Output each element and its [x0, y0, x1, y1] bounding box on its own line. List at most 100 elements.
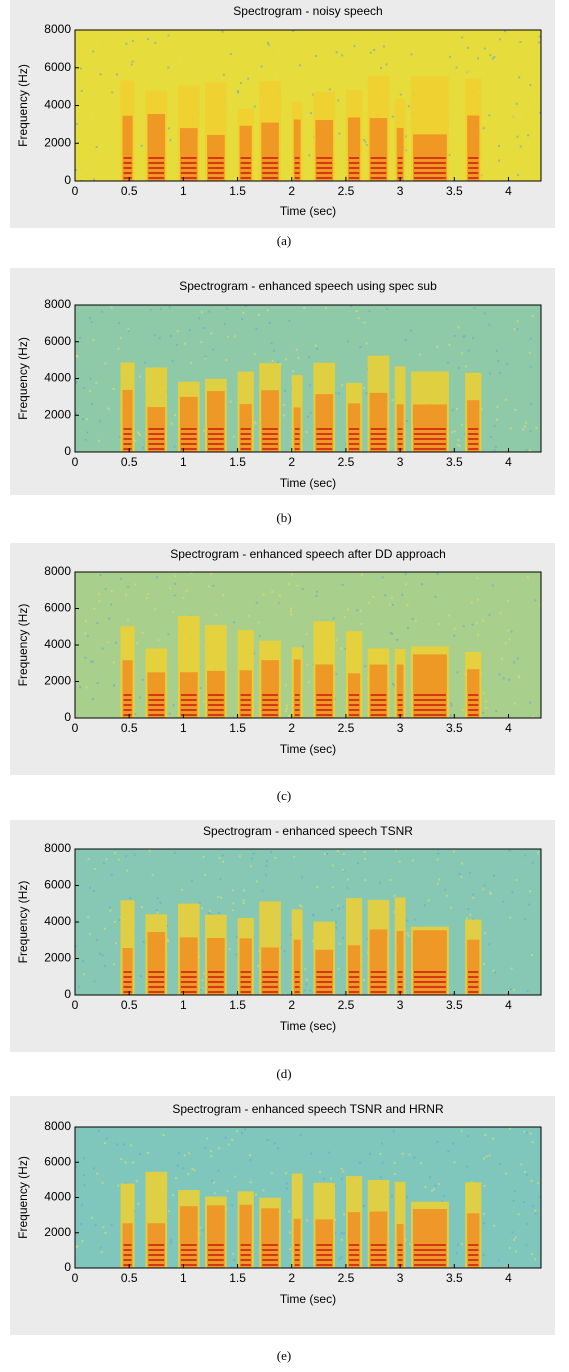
- y-tick-label: 4000: [44, 637, 71, 651]
- texture: [148, 849, 151, 852]
- harmonic: [468, 694, 479, 696]
- texture: [122, 1143, 125, 1146]
- texture: [516, 328, 519, 331]
- harmonic: [348, 694, 360, 696]
- harmonic: [348, 704, 360, 706]
- texture: [360, 573, 363, 576]
- texture: [459, 167, 462, 170]
- texture: [84, 619, 87, 622]
- texture: [265, 864, 268, 867]
- texture: [486, 160, 489, 163]
- texture: [91, 698, 94, 701]
- harmonic: [123, 714, 132, 716]
- speech-band: [261, 1208, 279, 1268]
- texture: [114, 641, 117, 644]
- y-tick-label: 6000: [44, 334, 71, 348]
- texture: [147, 38, 150, 41]
- texture: [528, 141, 531, 144]
- texture: [116, 1143, 119, 1146]
- texture: [338, 132, 341, 135]
- harmonic: [148, 971, 165, 973]
- harmonic: [413, 438, 446, 440]
- texture: [199, 1226, 202, 1229]
- texture: [210, 332, 213, 335]
- texture: [500, 657, 503, 660]
- texture: [222, 854, 225, 857]
- texture: [255, 601, 258, 604]
- texture: [110, 146, 113, 149]
- texture: [458, 81, 461, 84]
- harmonic: [240, 1249, 251, 1251]
- texture: [112, 661, 115, 664]
- texture: [185, 589, 188, 592]
- texture: [253, 353, 256, 356]
- texture: [528, 903, 531, 906]
- texture: [408, 143, 411, 146]
- texture: [360, 622, 363, 625]
- texture: [335, 51, 338, 54]
- texture: [340, 1167, 343, 1170]
- texture: [315, 594, 318, 597]
- texture: [146, 1151, 149, 1154]
- texture: [210, 1155, 213, 1158]
- harmonic: [370, 704, 387, 706]
- harmonic: [262, 1259, 278, 1261]
- texture: [325, 307, 328, 310]
- harmonic: [348, 162, 360, 164]
- x-tick-label: 0.5: [121, 721, 138, 735]
- texture: [530, 1253, 533, 1256]
- texture: [87, 857, 90, 860]
- y-tick-label: 8000: [44, 564, 71, 578]
- texture: [235, 130, 238, 133]
- texture: [173, 140, 176, 143]
- texture: [139, 696, 142, 699]
- texture: [508, 638, 511, 641]
- texture: [530, 402, 533, 405]
- texture: [514, 408, 517, 411]
- y-axis-label: Frequency (Hz): [16, 337, 30, 420]
- texture: [457, 326, 460, 329]
- texture: [217, 1147, 220, 1150]
- texture: [534, 1258, 537, 1261]
- texture: [82, 960, 85, 963]
- texture: [88, 886, 91, 889]
- texture: [382, 45, 385, 48]
- texture: [427, 899, 430, 902]
- texture: [202, 856, 205, 859]
- texture: [309, 384, 312, 387]
- speech-band: [412, 930, 447, 995]
- texture: [461, 352, 464, 355]
- texture: [518, 676, 521, 679]
- harmonic: [294, 699, 300, 701]
- texture: [502, 677, 505, 680]
- harmonic: [208, 172, 224, 174]
- texture: [154, 608, 157, 611]
- texture: [495, 349, 498, 352]
- texture: [265, 860, 268, 863]
- texture: [508, 849, 511, 852]
- harmonic: [208, 986, 224, 988]
- texture: [356, 862, 359, 865]
- texture: [334, 1218, 337, 1221]
- texture: [253, 105, 256, 108]
- texture: [495, 418, 498, 421]
- texture: [98, 420, 101, 423]
- texture: [326, 852, 329, 855]
- texture: [288, 1231, 291, 1234]
- texture: [344, 443, 347, 446]
- texture: [538, 35, 541, 38]
- texture: [147, 592, 150, 595]
- harmonic: [208, 1244, 224, 1246]
- harmonic: [348, 714, 360, 716]
- harmonic: [370, 976, 387, 978]
- harmonic: [240, 172, 251, 174]
- harmonic: [370, 1259, 387, 1261]
- texture: [521, 33, 524, 36]
- harmonic: [294, 157, 300, 159]
- texture: [241, 1131, 244, 1134]
- texture: [406, 1196, 409, 1199]
- harmonic: [208, 976, 224, 978]
- x-axis-label: Time (sec): [280, 742, 336, 756]
- harmonic: [123, 1254, 132, 1256]
